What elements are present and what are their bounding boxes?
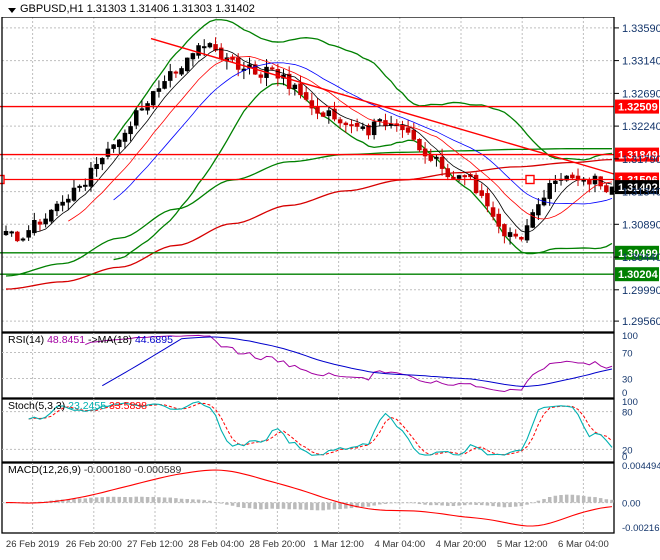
svg-text:6 Mar 04:00: 6 Mar 04:00	[558, 539, 609, 550]
svg-text:1.30440: 1.30440	[622, 252, 660, 264]
svg-text:1.29990: 1.29990	[622, 285, 660, 297]
svg-text:5 Mar 12:00: 5 Mar 12:00	[497, 539, 548, 550]
svg-text:26 Feb 20:00: 26 Feb 20:00	[66, 539, 122, 550]
svg-text:30: 30	[622, 375, 633, 386]
svg-text:1.32690: 1.32690	[622, 88, 660, 100]
svg-text:27 Feb 12:00: 27 Feb 12:00	[127, 539, 183, 550]
svg-text:1.31340: 1.31340	[622, 187, 660, 199]
svg-text:0.004494: 0.004494	[622, 461, 660, 472]
svg-text:Stoch(5,3,3) 23.2455 33.5838: Stoch(5,3,3) 23.2455 33.5838	[8, 400, 147, 412]
svg-text:1.29560: 1.29560	[622, 316, 660, 328]
svg-text:-0.002163: -0.002163	[622, 523, 660, 534]
svg-text:1.30890: 1.30890	[622, 219, 660, 231]
svg-text:4 Mar 20:00: 4 Mar 20:00	[436, 539, 487, 550]
svg-text:1.33140: 1.33140	[622, 56, 660, 68]
svg-text:RSI(14) 48.8451 ->MA(18) 44.6: RSI(14) 48.8451 ->MA(18) 44.6895	[8, 334, 173, 346]
svg-text:GBPUSD,H1 1.31303 1.31406 1.3: GBPUSD,H1 1.31303 1.31406 1.31303 1.3140…	[20, 3, 255, 15]
svg-text:1.31790: 1.31790	[622, 154, 660, 166]
svg-text:1.32509: 1.32509	[618, 102, 658, 114]
svg-text:1.33590: 1.33590	[622, 23, 660, 35]
svg-text:1.32240: 1.32240	[622, 121, 660, 133]
svg-text:70: 70	[622, 349, 633, 360]
svg-text:28 Feb 20:00: 28 Feb 20:00	[249, 539, 305, 550]
svg-text:28 Feb 04:00: 28 Feb 04:00	[188, 539, 244, 550]
svg-text:100: 100	[622, 397, 638, 408]
svg-text:100: 100	[622, 331, 638, 342]
svg-text:MACD(12,26,9) -0.000180 -0.000: MACD(12,26,9) -0.000180 -0.000589	[8, 464, 182, 476]
svg-text:0.00: 0.00	[622, 499, 641, 510]
svg-text:1.30204: 1.30204	[618, 269, 659, 281]
svg-text:26 Feb 2019: 26 Feb 2019	[6, 539, 59, 550]
svg-text:1 Mar 12:00: 1 Mar 12:00	[313, 539, 364, 550]
svg-text:80: 80	[622, 408, 633, 419]
svg-text:4 Mar 04:00: 4 Mar 04:00	[374, 539, 425, 550]
